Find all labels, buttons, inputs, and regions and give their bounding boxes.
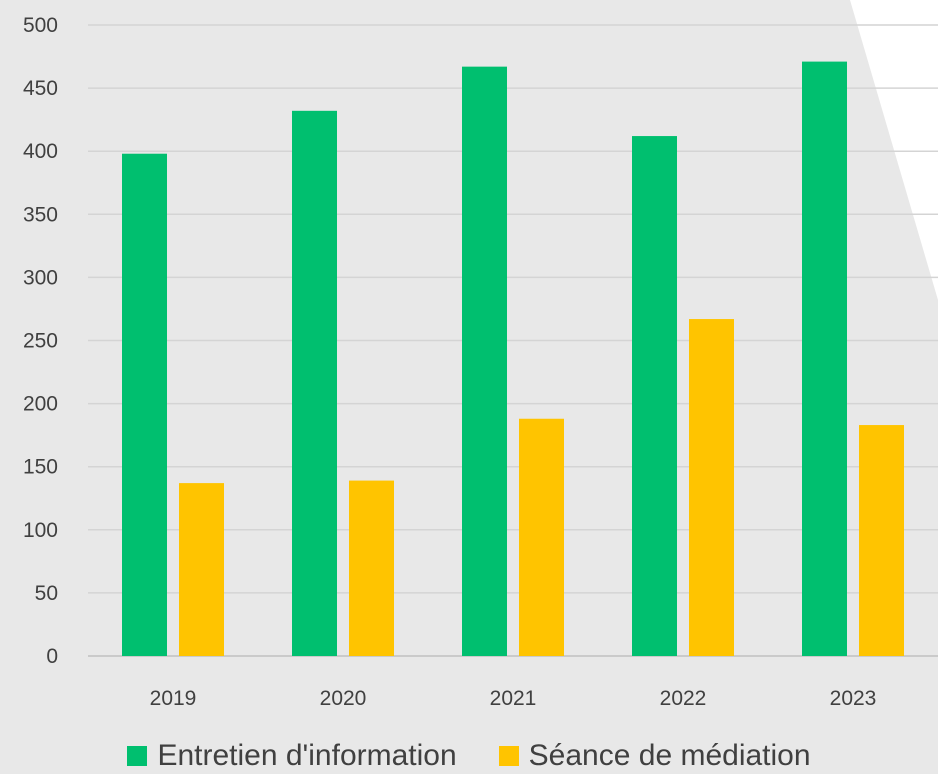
ytick-label-300: 300 [23,266,58,289]
legend-label-entretien: Entretien d'information [157,739,457,772]
bar-entretien-2023 [802,61,847,656]
bar-seance-2023 [859,425,904,656]
legend-item-seance: Séance de médiation [498,738,811,774]
legend-swatch-seance [498,746,519,766]
ytick-label-150: 150 [23,456,58,479]
ytick-label-350: 350 [23,203,58,226]
ytick-label-500: 500 [23,14,58,37]
bar-seance-2022 [689,319,734,656]
ytick-label-200: 200 [23,393,58,416]
xtick-label-2023: 2023 [830,687,877,710]
bar-entretien-2020 [292,110,337,657]
bar-entretien-2022 [632,136,677,656]
bar-seance-2021 [519,418,564,656]
ytick-label-0: 0 [46,645,58,668]
bar-seance-2019 [179,483,224,656]
xtick-label-2019: 2019 [150,687,197,710]
bar-entretien-2021 [462,66,507,656]
background-decoration [850,0,938,300]
ytick-label-50: 50 [35,582,58,605]
bar-entretien-2019 [122,153,167,656]
ytick-label-250: 250 [23,330,58,353]
xtick-label-2021: 2021 [490,687,537,710]
xtick-label-2020: 2020 [320,687,367,710]
legend: Entretien d'information Séance de médiat… [0,738,938,774]
bar-seance-2020 [349,480,394,656]
legend-item-entretien: Entretien d'information [127,738,457,774]
ytick-label-450: 450 [23,77,58,100]
ytick-label-100: 100 [23,519,58,542]
xtick-label-2022: 2022 [660,687,707,710]
legend-label-seance: Séance de médiation [528,739,811,772]
legend-swatch-entretien [127,746,148,766]
ytick-label-400: 400 [23,140,58,163]
